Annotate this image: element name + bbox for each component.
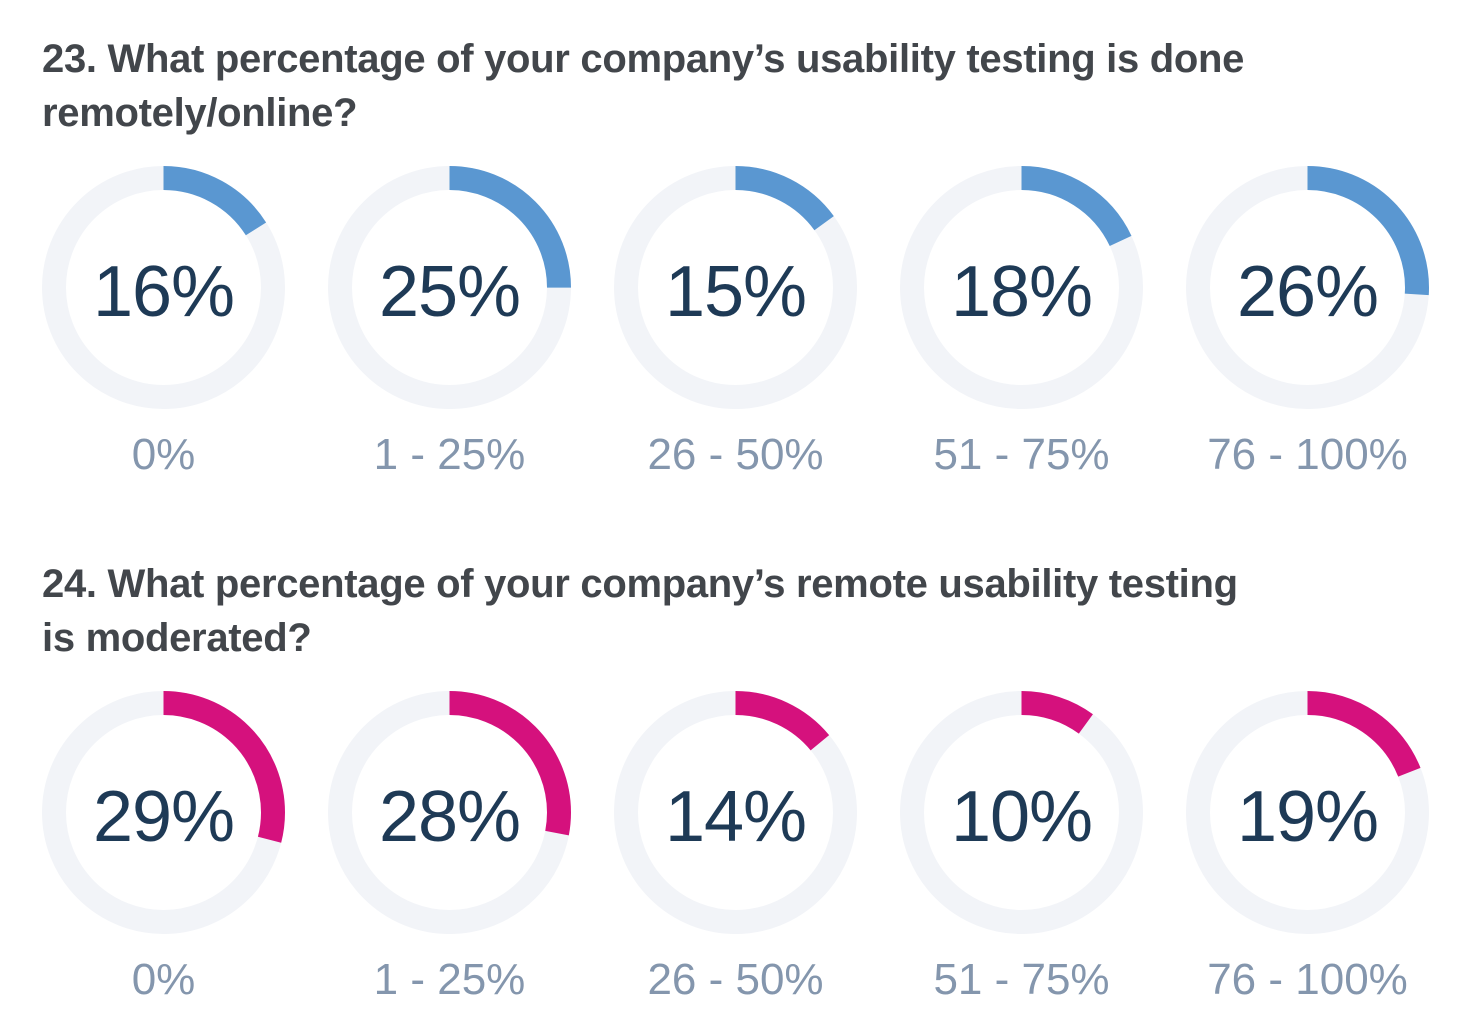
donut-category-label: 0% xyxy=(131,430,196,479)
donut-arc xyxy=(42,691,285,935)
donut-arc xyxy=(1186,691,1429,935)
donut-chart-cell: 18% 51 - 75% xyxy=(900,166,1143,479)
donut-chart-cell: 26% 76 - 100% xyxy=(1186,166,1429,479)
donut-category-label: 51 - 75% xyxy=(933,955,1110,1005)
donut-svg xyxy=(328,166,571,409)
donut-ring: 28% xyxy=(328,691,571,935)
donut-svg xyxy=(900,691,1143,935)
donut-svg xyxy=(614,691,857,935)
donut-ring: 26% xyxy=(1186,166,1429,409)
donut-svg xyxy=(1186,166,1429,409)
donut-value: 29% xyxy=(92,776,235,857)
donut-arc xyxy=(900,166,1143,409)
donut-value: 28% xyxy=(378,776,521,857)
donut-svg xyxy=(1186,691,1429,935)
donut-ring: 10% xyxy=(900,691,1143,935)
donut-svg xyxy=(328,691,571,935)
donut-ring: 25% xyxy=(328,166,571,409)
donut-ring: 14% xyxy=(614,691,857,935)
donut-arc xyxy=(1186,166,1429,409)
question-24-title: 24. What percentage of your company’s re… xyxy=(42,562,1238,661)
donut-value: 26% xyxy=(1236,251,1379,332)
donut-value: 15% xyxy=(664,251,807,332)
donut-ring: 15% xyxy=(614,166,857,409)
donut-chart-cell: 14% 26 - 50% xyxy=(614,691,857,1004)
donut-chart-cell: 10% 51 - 75% xyxy=(900,691,1143,1004)
donut-ring: 19% xyxy=(1186,691,1429,935)
donut-svg xyxy=(42,691,285,935)
donut-svg xyxy=(614,166,857,409)
donut-category-label: 26 - 50% xyxy=(647,955,824,1005)
donut-arc xyxy=(900,691,1143,935)
donut-arc xyxy=(614,166,857,409)
question-23-section: 23. What percentage of your company’s us… xyxy=(42,32,1446,479)
donut-category-label: 0% xyxy=(131,955,196,1005)
donut-chart-cell: 19% 76 - 100% xyxy=(1186,691,1429,1004)
question-24-donut-row: 29% 0% 28% 1 - 25% 14% 26 - 50% 10% 51 - 75% 19%… xyxy=(42,691,1446,1004)
donut-ring: 18% xyxy=(900,166,1143,409)
donut-chart-cell: 15% 26 - 50% xyxy=(614,166,857,479)
donut-category-label: 76 - 100% xyxy=(1207,430,1408,479)
donut-value: 14% xyxy=(664,776,807,857)
donut-arc xyxy=(42,166,285,409)
donut-value: 16% xyxy=(92,251,235,332)
donut-chart-cell: 25% 1 - 25% xyxy=(328,166,571,479)
donut-chart-cell: 16% 0% xyxy=(42,166,285,479)
donut-value: 25% xyxy=(378,251,521,332)
donut-value: 10% xyxy=(950,776,1093,857)
question-23-title: 23. What percentage of your company’s us… xyxy=(42,37,1245,135)
donut-arc xyxy=(614,691,857,935)
question-23-donut-row: 16% 0% 25% 1 - 25% 15% 26 - 50% 18% 51 - 75% 26%… xyxy=(42,166,1446,479)
donut-category-label: 26 - 50% xyxy=(647,430,824,479)
donut-value: 19% xyxy=(1236,776,1379,857)
donut-category-label: 76 - 100% xyxy=(1207,955,1408,1005)
donut-value: 18% xyxy=(950,251,1093,332)
donut-category-label: 1 - 25% xyxy=(373,955,526,1005)
donut-arc xyxy=(328,166,571,409)
donut-chart-cell: 29% 0% xyxy=(42,691,285,1004)
donut-ring: 29% xyxy=(42,691,285,935)
donut-ring: 16% xyxy=(42,166,285,409)
donut-category-label: 1 - 25% xyxy=(373,430,526,479)
donut-svg xyxy=(900,166,1143,409)
donut-category-label: 51 - 75% xyxy=(933,430,1110,479)
question-24-section: 24. What percentage of your company’s re… xyxy=(42,557,1446,1004)
donut-chart-cell: 28% 1 - 25% xyxy=(328,691,571,1004)
donut-arc xyxy=(328,691,571,935)
donut-svg xyxy=(42,166,285,409)
